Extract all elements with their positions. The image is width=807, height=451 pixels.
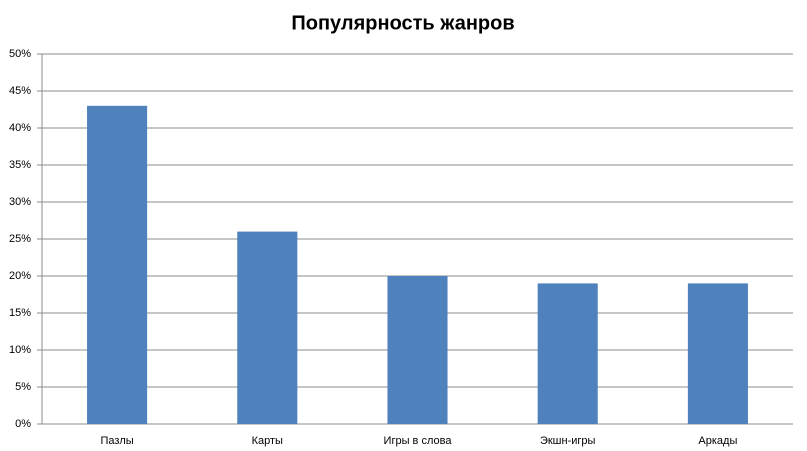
chart-title: Популярность жанров <box>291 12 514 34</box>
x-tick-label: Экшн-игры <box>540 435 596 447</box>
y-tick-label: 45% <box>9 85 31 97</box>
bar <box>687 283 748 424</box>
bar <box>237 231 298 424</box>
y-tick-label: 0% <box>15 418 31 430</box>
y-tick-label: 35% <box>9 159 31 171</box>
bar <box>387 276 448 424</box>
x-tick-label: Пазлы <box>101 435 134 447</box>
x-tick-label: Карты <box>252 435 283 447</box>
bar <box>87 105 148 425</box>
y-tick-label: 10% <box>9 344 31 356</box>
y-tick-label: 15% <box>9 307 31 319</box>
y-tick-label: 50% <box>9 48 31 60</box>
y-tick-label: 30% <box>9 196 31 208</box>
x-tick-label: Игры в слова <box>384 435 453 447</box>
y-tick-label: 40% <box>9 122 31 134</box>
x-tick-label: Аркады <box>698 435 737 447</box>
y-tick-label: 25% <box>9 233 31 245</box>
y-tick-label: 20% <box>9 270 31 282</box>
y-tick-label: 5% <box>15 381 31 393</box>
bar <box>537 283 598 424</box>
